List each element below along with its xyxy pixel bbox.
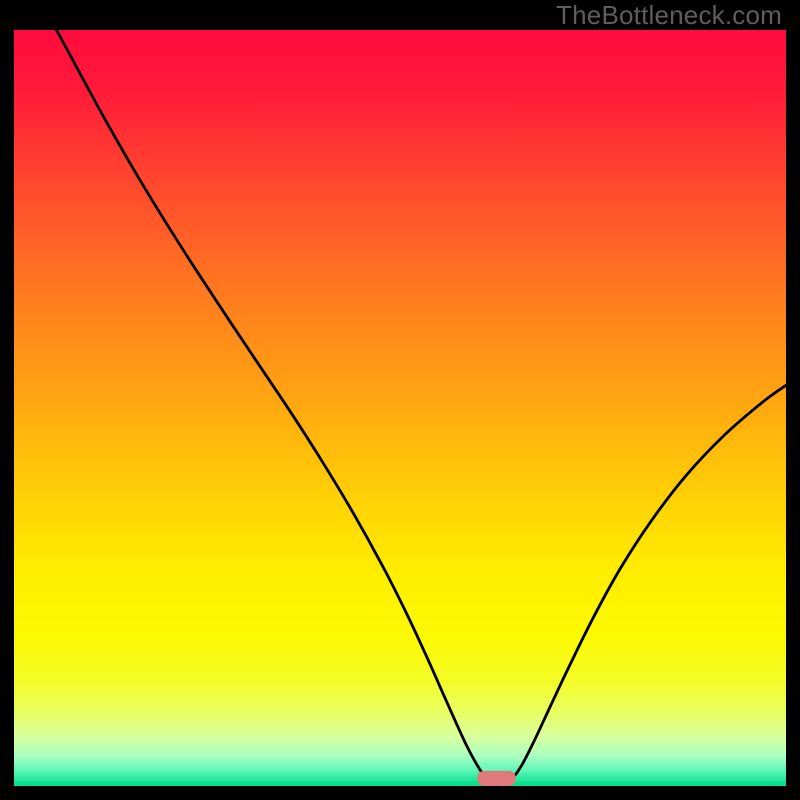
optimum-marker	[477, 771, 516, 786]
green-baseline-band	[14, 781, 786, 786]
chart-background	[14, 30, 786, 786]
watermark-text: TheBottleneck.com	[556, 0, 782, 31]
chart-frame: TheBottleneck.com	[0, 0, 800, 800]
plot-area	[14, 30, 786, 786]
bottleneck-chart	[14, 30, 786, 786]
